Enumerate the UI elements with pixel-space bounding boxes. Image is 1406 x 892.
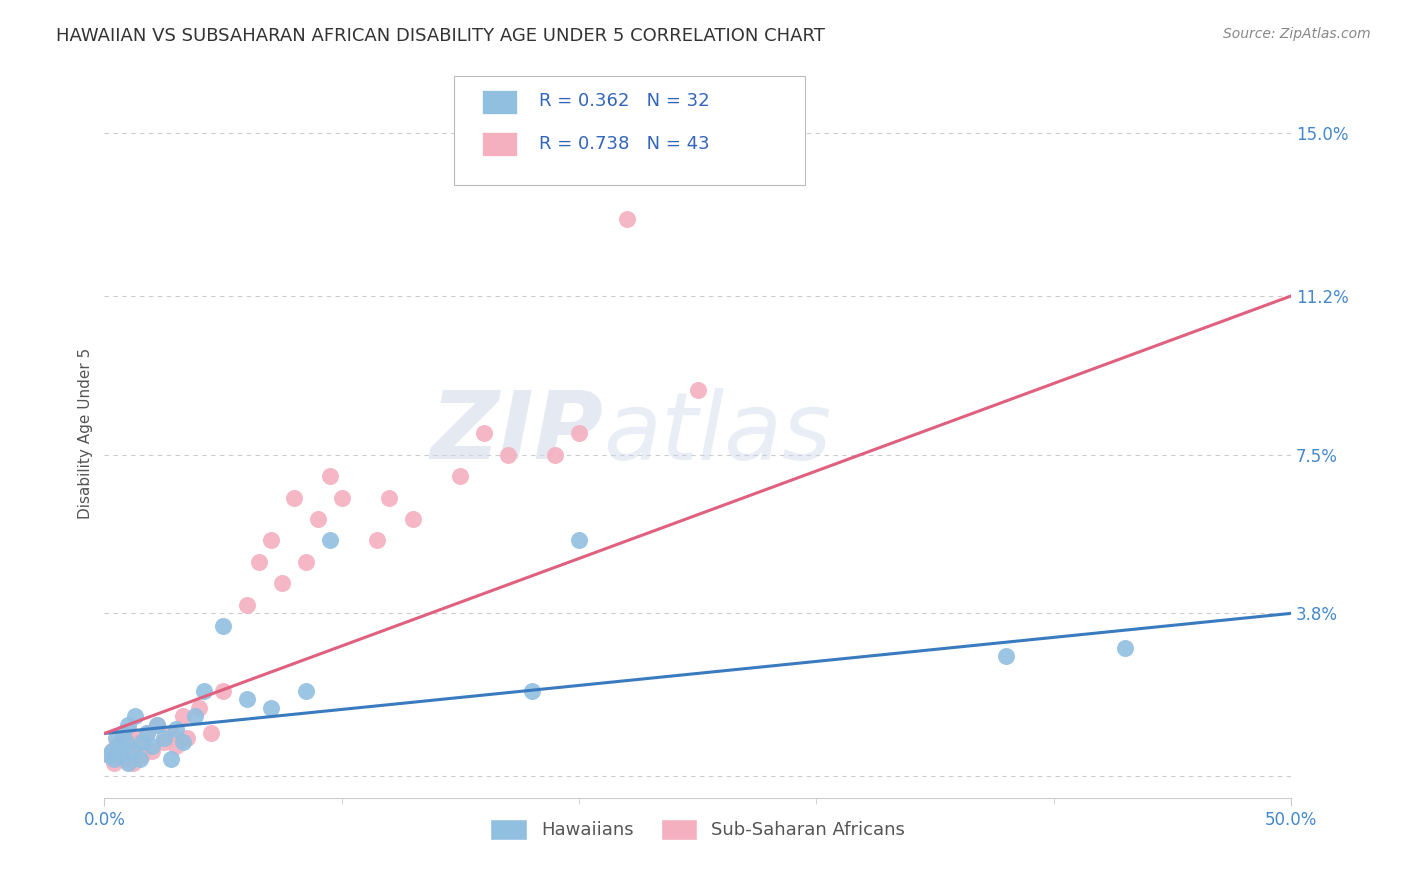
Text: atlas: atlas — [603, 388, 831, 479]
Point — [183, 709, 205, 723]
Legend: Hawaiians, Sub-Saharan Africans: Hawaiians, Sub-Saharan Africans — [491, 819, 905, 840]
Point — [121, 756, 143, 771]
Point — [141, 739, 163, 754]
Point — [105, 739, 128, 754]
Point — [568, 533, 591, 548]
Point — [110, 747, 132, 762]
Point — [472, 426, 495, 441]
Point — [616, 211, 638, 226]
Text: R = 0.738   N = 43: R = 0.738 N = 43 — [538, 135, 710, 153]
Point — [145, 718, 167, 732]
Point — [188, 700, 211, 714]
Point — [259, 700, 281, 714]
Point — [160, 726, 183, 740]
Point — [283, 491, 305, 505]
Point — [176, 731, 198, 745]
Text: R = 0.362   N = 32: R = 0.362 N = 32 — [538, 93, 710, 111]
Point — [152, 731, 174, 745]
Point — [145, 718, 167, 732]
Point — [544, 448, 567, 462]
Text: ZIP: ZIP — [430, 387, 603, 479]
Point — [172, 709, 194, 723]
Point — [112, 752, 135, 766]
Point — [117, 718, 139, 732]
Point — [366, 533, 388, 548]
Point — [193, 683, 215, 698]
Point — [98, 747, 121, 762]
Point — [995, 649, 1018, 664]
Point — [110, 735, 132, 749]
Point — [165, 722, 187, 736]
Point — [103, 756, 125, 771]
Point — [212, 683, 235, 698]
FancyBboxPatch shape — [482, 132, 517, 156]
Point — [236, 692, 259, 706]
Y-axis label: Disability Age Under 5: Disability Age Under 5 — [79, 348, 93, 519]
Point — [402, 512, 425, 526]
Point — [141, 744, 163, 758]
Point — [1114, 640, 1136, 655]
Point — [117, 756, 139, 771]
Point — [120, 726, 142, 740]
Point — [131, 747, 153, 762]
Point — [247, 555, 270, 569]
Point — [100, 744, 122, 758]
Point — [121, 744, 143, 758]
Point — [152, 735, 174, 749]
Point — [112, 726, 135, 740]
Point — [105, 731, 128, 745]
Point — [200, 726, 222, 740]
Point — [212, 619, 235, 633]
Point — [136, 726, 159, 740]
Point — [103, 752, 125, 766]
Point — [124, 709, 146, 723]
Point — [520, 683, 543, 698]
Point — [100, 744, 122, 758]
Point — [114, 735, 136, 749]
Point — [172, 735, 194, 749]
Point — [496, 448, 519, 462]
Point — [319, 533, 342, 548]
Point — [129, 752, 152, 766]
Point — [449, 469, 471, 483]
Point — [117, 744, 139, 758]
Point — [295, 683, 318, 698]
Point — [686, 384, 709, 398]
Point — [160, 752, 183, 766]
FancyBboxPatch shape — [482, 90, 517, 114]
Text: Source: ZipAtlas.com: Source: ZipAtlas.com — [1223, 27, 1371, 41]
Point — [107, 739, 129, 754]
Point — [131, 735, 153, 749]
Point — [319, 469, 342, 483]
FancyBboxPatch shape — [454, 76, 804, 186]
Point — [114, 731, 136, 745]
Point — [568, 426, 591, 441]
Point — [307, 512, 329, 526]
Point — [165, 739, 187, 754]
Point — [378, 491, 401, 505]
Point — [127, 735, 149, 749]
Point — [259, 533, 281, 548]
Point — [107, 747, 129, 762]
Text: HAWAIIAN VS SUBSAHARAN AFRICAN DISABILITY AGE UNDER 5 CORRELATION CHART: HAWAIIAN VS SUBSAHARAN AFRICAN DISABILIT… — [56, 27, 825, 45]
Point — [271, 576, 294, 591]
Point — [330, 491, 353, 505]
Point — [295, 555, 318, 569]
Point — [136, 726, 159, 740]
Point — [98, 747, 121, 762]
Point — [236, 598, 259, 612]
